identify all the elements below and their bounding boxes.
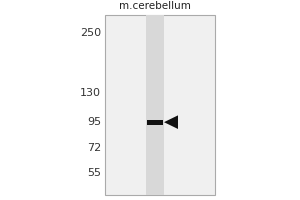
Text: 95: 95: [87, 117, 101, 127]
Text: 130: 130: [80, 88, 101, 98]
FancyBboxPatch shape: [146, 15, 164, 195]
FancyBboxPatch shape: [147, 120, 163, 125]
Polygon shape: [164, 115, 178, 129]
Text: m.cerebellum: m.cerebellum: [119, 1, 191, 11]
Text: 72: 72: [87, 143, 101, 153]
FancyBboxPatch shape: [105, 15, 215, 195]
Text: 55: 55: [87, 168, 101, 178]
Text: 250: 250: [80, 28, 101, 38]
